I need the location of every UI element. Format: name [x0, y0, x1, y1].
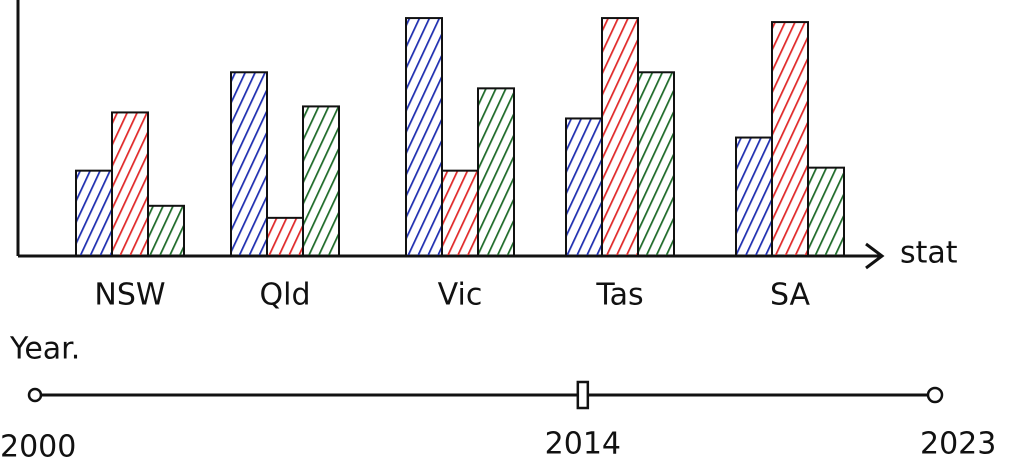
bar: [637, 71, 675, 258]
bar: [302, 105, 340, 258]
bar: [75, 169, 113, 258]
bar: [111, 111, 149, 258]
x-axis-label: stat: [900, 236, 958, 271]
x-tick-label: Vic: [438, 278, 483, 313]
slider-max-label: 2023: [920, 427, 996, 462]
bar: [735, 136, 773, 258]
x-tick-label: Tas: [595, 278, 643, 313]
bar: [565, 117, 603, 258]
bar: [601, 17, 639, 258]
bar: [477, 87, 515, 258]
slider-end: [926, 386, 944, 404]
bar: [230, 71, 268, 258]
slider-start: [27, 387, 43, 403]
bar: [147, 204, 185, 258]
slider-label: Year.: [9, 332, 80, 367]
bar: [807, 166, 845, 258]
slider-handle[interactable]: [576, 380, 590, 410]
x-tick-label: Qld: [260, 278, 311, 313]
x-axis-arrow: [865, 242, 885, 270]
bar: [771, 21, 809, 258]
bar: [441, 169, 479, 258]
slider-min-label: 2000: [0, 430, 76, 465]
bar: [405, 17, 443, 258]
x-tick-label: NSW: [94, 278, 165, 313]
bar: [266, 216, 304, 258]
x-tick-label: SA: [770, 278, 811, 313]
slider-value-label: 2014: [545, 427, 621, 462]
